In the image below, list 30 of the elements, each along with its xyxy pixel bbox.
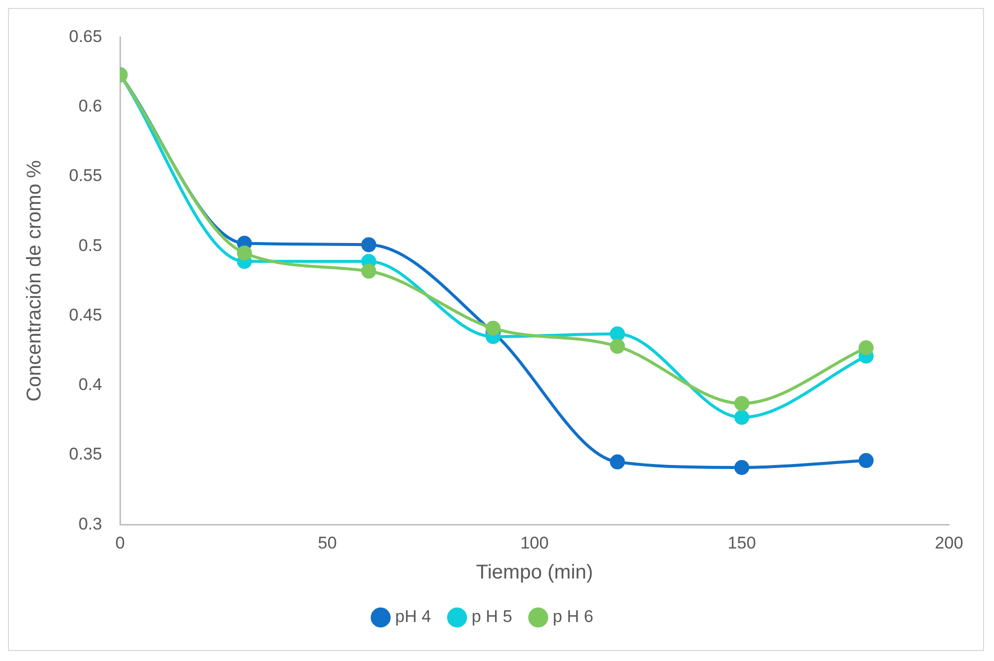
y-tick-label: 0.3 [78, 514, 102, 534]
legend-label: p H 6 [552, 607, 594, 626]
legend-label: pH 4 [395, 607, 432, 626]
legend-label: p H 5 [472, 607, 512, 626]
point [610, 338, 625, 354]
point [610, 454, 625, 470]
y-axis-title: Concentración de cromo % [24, 160, 46, 402]
x-tick-label: 150 [728, 533, 756, 552]
point [858, 340, 874, 356]
x-tick-label: 200 [934, 533, 964, 552]
point [361, 264, 376, 279]
point [734, 410, 750, 425]
y-tick-label: 0.65 [68, 26, 102, 46]
point [486, 320, 501, 336]
point [734, 460, 750, 476]
x-axis-title: Tiempo (min) [476, 562, 594, 584]
y-tick-label: 0.35 [68, 444, 102, 464]
y-tick-label: 0.55 [68, 166, 102, 186]
point [610, 326, 625, 342]
point [361, 237, 376, 252]
point [858, 453, 874, 468]
y-tick-label: 0.4 [78, 375, 102, 394]
y-tick-label: 0.5 [78, 236, 102, 255]
y-tick-label: 0.6 [78, 96, 102, 116]
point [236, 246, 252, 261]
y-tick-label: 0.45 [68, 305, 102, 324]
x-tick-label: 0 [115, 533, 125, 552]
x-tick-label: 100 [520, 533, 549, 552]
x-tick-label: 50 [318, 533, 337, 552]
point [734, 396, 750, 411]
